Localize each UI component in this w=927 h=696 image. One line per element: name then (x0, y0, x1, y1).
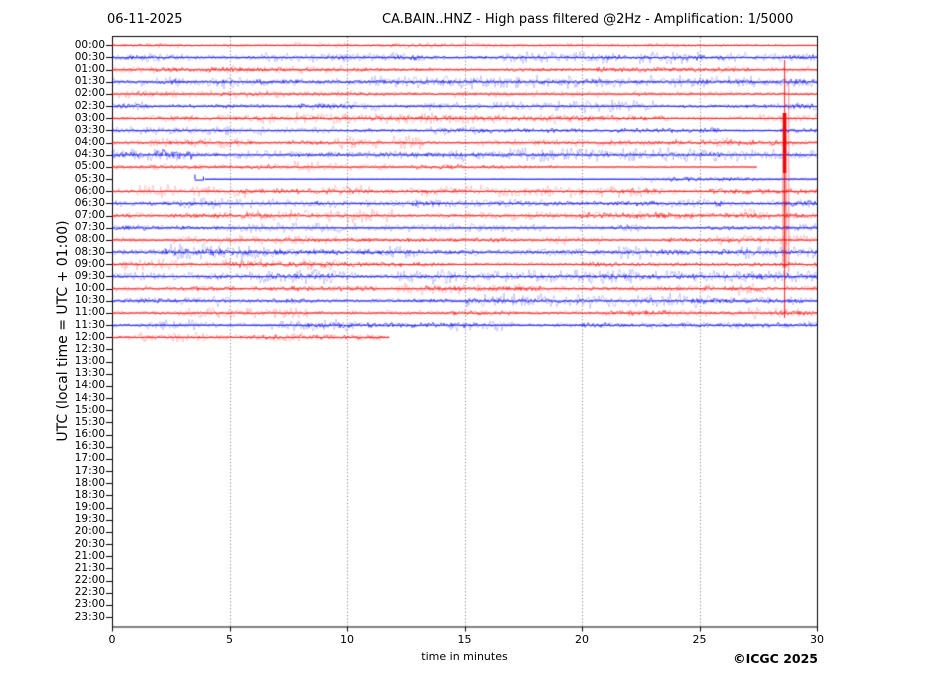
y-tick-label: 01:00 (74, 63, 105, 76)
y-tick-label: 15:00 (74, 403, 105, 416)
y-tick-label: 08:30 (74, 245, 105, 258)
y-tick-label: 11:00 (74, 306, 105, 319)
y-tick-label: 14:30 (74, 391, 105, 404)
y-tick-label: 10:30 (74, 294, 105, 307)
y-tick-label: 04:30 (74, 148, 105, 161)
date-label: 06-11-2025 (107, 12, 183, 27)
y-tick-label: 17:30 (74, 464, 105, 477)
y-tick-label: 08:00 (74, 233, 105, 246)
y-tick-label: 19:30 (74, 513, 105, 526)
y-tick-label: 09:30 (74, 269, 105, 282)
y-tick-label: 06:00 (74, 184, 105, 197)
y-tick-label: 19:00 (74, 501, 105, 514)
y-tick-label: 20:30 (74, 537, 105, 550)
y-tick-label: 22:00 (74, 574, 105, 587)
y-tick-label: 00:00 (74, 38, 105, 51)
y-tick-label: 01:30 (74, 75, 105, 88)
y-tick-label: 02:30 (74, 99, 105, 112)
y-tick-label: 14:00 (74, 379, 105, 392)
y-tick-label: 04:00 (74, 136, 105, 149)
y-tick-label: 23:00 (74, 598, 105, 611)
y-tick-label: 10:00 (74, 282, 105, 295)
x-axis-title: time in minutes (421, 650, 508, 663)
x-tick-label: 5 (226, 633, 233, 646)
y-tick-label: 05:00 (74, 160, 105, 173)
y-tick-label: 16:30 (74, 440, 105, 453)
footer-copyright: ©ICGC 2025 (733, 651, 818, 666)
y-tick-label: 07:30 (74, 221, 105, 234)
y-tick-label: 17:00 (74, 452, 105, 465)
y-tick-label: 07:00 (74, 209, 105, 222)
y-tick-label: 11:30 (74, 318, 105, 331)
y-tick-label: 13:00 (74, 355, 105, 368)
y-tick-label: 12:30 (74, 342, 105, 355)
x-tick-label: 15 (457, 633, 472, 646)
y-tick-label: 02:00 (74, 87, 105, 100)
x-tick-label: 10 (340, 633, 354, 646)
y-tick-label: 03:00 (74, 111, 105, 124)
y-tick-label: 15:30 (74, 415, 105, 428)
y-tick-label: 12:00 (74, 330, 105, 343)
y-tick-label: 00:30 (74, 50, 105, 63)
y-tick-label: 23:30 (74, 610, 105, 623)
y-tick-label: 03:30 (74, 123, 105, 136)
y-tick-label: 05:30 (74, 172, 105, 185)
y-tick-label: 20:00 (74, 525, 105, 538)
y-tick-label: 09:00 (74, 257, 105, 270)
y-tick-label: 18:00 (74, 476, 105, 489)
y-tick-label: 21:30 (74, 561, 105, 574)
x-tick-label: 25 (692, 633, 707, 646)
y-tick-label: 22:30 (74, 586, 105, 599)
y-axis-tick-labels: 00:00 00:30 01:00 01:30 02:00 02:30 03:00 03:30… (45, 0, 105, 696)
y-tick-label: 21:00 (74, 549, 105, 562)
plot-title: CA.BAIN..HNZ - High pass filtered @2Hz -… (382, 12, 794, 27)
x-tick-label: 30 (810, 633, 824, 646)
x-tick-label: 0 (108, 633, 116, 646)
x-axis-tick-labels: 0 5 10 15 20 25 30 (0, 633, 927, 647)
y-tick-label: 16:00 (74, 428, 105, 441)
y-tick-label: 06:30 (74, 196, 105, 209)
x-tick-label: 20 (575, 633, 589, 646)
y-tick-label: 18:30 (74, 488, 105, 501)
y-tick-label: 13:30 (74, 367, 105, 380)
